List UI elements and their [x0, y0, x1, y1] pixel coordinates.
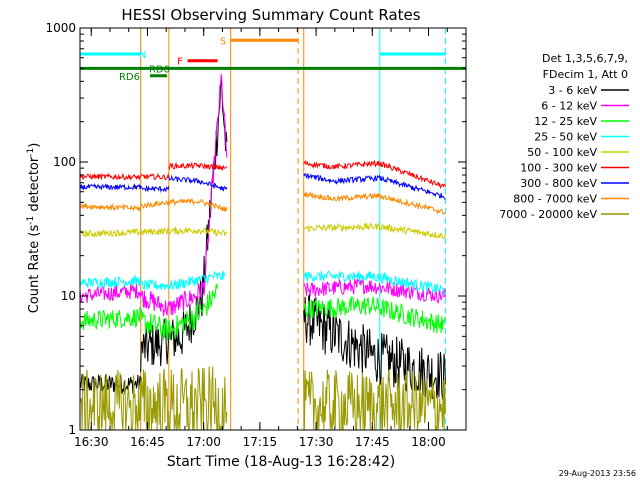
- series-line-5-segment-0: [79, 172, 142, 181]
- flag-label-3: RD0: [149, 64, 170, 75]
- series-line-5-segment-2: [168, 161, 228, 172]
- y-tick-label-1: 10: [61, 289, 76, 303]
- legend-label-7: 800 - 7000 keV: [513, 193, 597, 206]
- series-line-0-segment-1: [140, 79, 228, 373]
- x-tick-label-3: 17:15: [243, 435, 278, 449]
- x-tick-label-4: 17:30: [299, 435, 334, 449]
- y-tick-label-2: 100: [53, 155, 76, 169]
- x-tick-label-6: 18:00: [411, 435, 446, 449]
- flag-label-2: F: [177, 57, 183, 68]
- legend-label-3: 25 - 50 keV: [534, 131, 597, 144]
- legend: Det 1,3,5,6,7,9, FDecim 1, Att 0 3 - 6 k…: [499, 52, 629, 221]
- y-axis-label-sup1: -1: [26, 216, 36, 225]
- series-line-1-segment-1: [140, 73, 228, 317]
- footer-timestamp: 29-Aug-2013 23:56: [559, 469, 636, 478]
- legend-label-8: 7000 - 20000 keV: [499, 208, 597, 221]
- legend-title-line-1: Det 1,3,5,6,7,9,: [542, 52, 628, 65]
- legend-label-4: 50 - 100 keV: [527, 146, 597, 159]
- series-line-6-segment-0: [79, 183, 142, 191]
- legend-label-0: 3 - 6 keV: [548, 84, 597, 97]
- y-tick-label-3: 1000: [45, 21, 76, 35]
- series-line-3-segment-0: [79, 273, 142, 289]
- series-line-5-segment-3: [303, 159, 446, 190]
- x-tick-label-1: 16:45: [130, 435, 165, 449]
- legend-label-2: 12 - 25 keV: [534, 115, 597, 128]
- y-axis-label-end: ): [27, 143, 42, 148]
- series-line-1-segment-2: [303, 277, 446, 304]
- y-axis-label: Count Rate (s-1 detector-1): [26, 143, 42, 314]
- series-line-8-segment-0: [79, 369, 142, 431]
- series-line-6-segment-2: [168, 174, 228, 192]
- plot-frame: [79, 27, 467, 431]
- flag-label-1: S: [220, 36, 226, 47]
- series-line-8-segment-2: [303, 369, 446, 431]
- series-line-1-segment-0: [79, 283, 142, 303]
- series-line-4-segment-2: [303, 222, 446, 239]
- x-tick-label-0: 16:30: [74, 435, 109, 449]
- series-line-2-segment-1: [140, 283, 218, 341]
- x-axis-label: Start Time (18-Aug-13 16:28:42): [167, 454, 395, 470]
- series-line-4-segment-0: [79, 227, 141, 239]
- x-tick-label-2: 17:00: [186, 435, 221, 449]
- series-line-2-segment-0: [79, 306, 142, 330]
- series-line-7-segment-0: [79, 202, 141, 213]
- series-line-7-segment-2: [303, 190, 446, 215]
- series-line-6-segment-1: [140, 184, 170, 194]
- series-line-3-segment-2: [303, 270, 446, 297]
- y-axis-label-main: Count Rate (s: [27, 225, 42, 314]
- series-line-4-segment-1: [140, 225, 228, 237]
- legend-label-6: 300 - 800 keV: [520, 177, 597, 190]
- flag-label-4: RD6: [119, 72, 140, 83]
- series-line-2-segment-2: [303, 296, 446, 334]
- series-line-8-segment-1: [140, 366, 228, 431]
- y-tick-label-0: 1: [68, 423, 76, 437]
- legend-label-1: 6 - 12 keV: [541, 100, 597, 113]
- chart-title: HESSI Observing Summary Count Rates: [121, 6, 420, 24]
- plot-area: N S F RD0 RD6: [79, 28, 466, 431]
- y-axis-label-mid: detector: [27, 156, 42, 216]
- flag-label-0: N: [139, 50, 146, 61]
- series-line-3-segment-1: [140, 270, 226, 291]
- series-line-5-segment-1: [140, 172, 170, 181]
- y-axis-label-sup2: -1: [26, 148, 36, 157]
- legend-title-line-2: FDecim 1, Att 0: [543, 68, 628, 81]
- series-line-0-segment-0: [79, 374, 142, 395]
- legend-label-5: 100 - 300 keV: [520, 162, 597, 175]
- series-line-6-segment-3: [303, 172, 446, 200]
- axes: 16:30 16:45 17:00 17:15 17:30 17:45 18:00 1 10 10…: [45, 21, 467, 449]
- series-line-7-segment-1: [140, 197, 228, 212]
- x-tick-label-5: 17:45: [355, 435, 390, 449]
